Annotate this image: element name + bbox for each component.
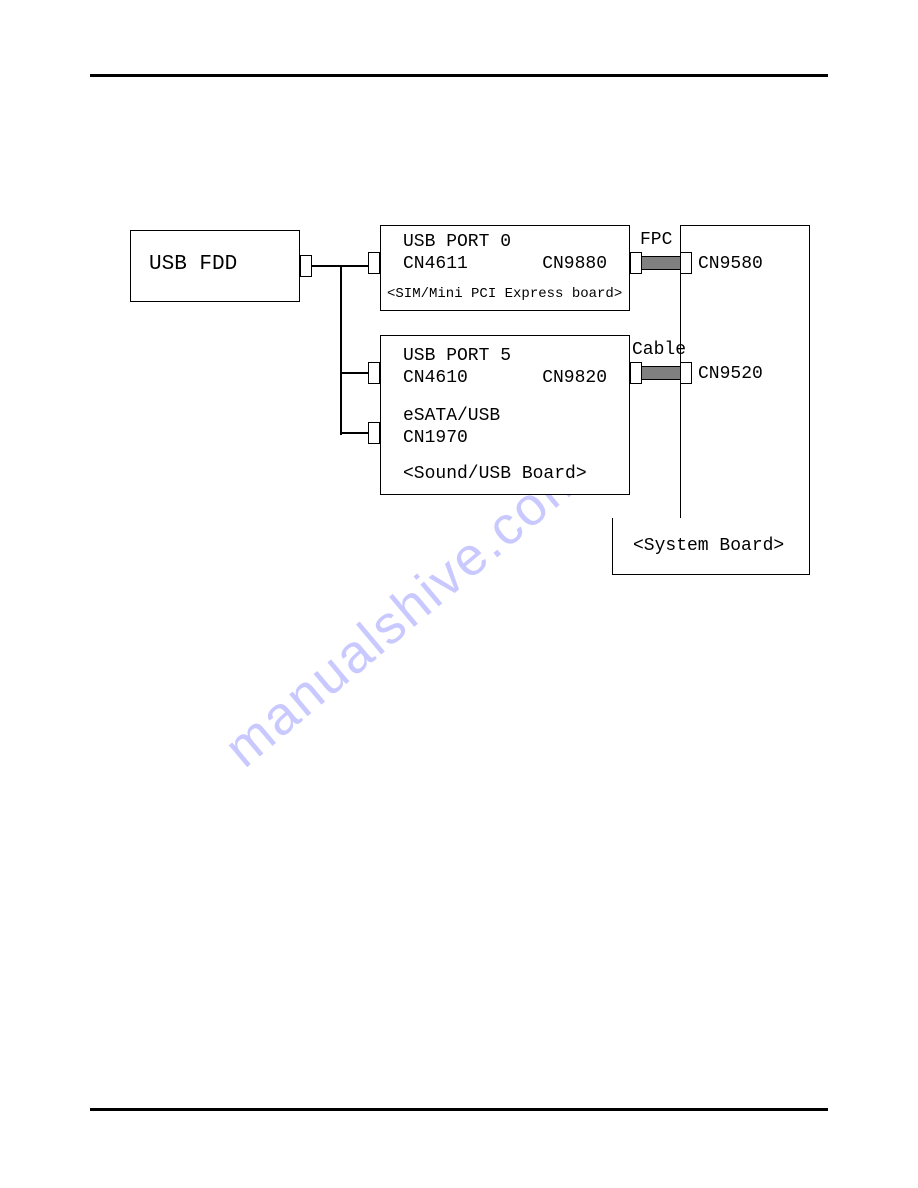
sim-right-conn: CN9880	[542, 254, 607, 274]
cable-connector	[642, 366, 680, 380]
wire-to-sound-lower	[340, 432, 368, 434]
wire-to-sound-upper	[340, 372, 368, 374]
sound-board-block: USB PORT 5 CN4610 CN9820 eSATA/USB CN197…	[380, 335, 630, 495]
sound-line-bot-1: CN1970	[403, 428, 468, 448]
sim-left-port	[368, 252, 380, 274]
system-label-cn9520: CN9520	[698, 364, 763, 384]
wire-fdd-out	[312, 265, 342, 267]
sim-caption: <SIM/Mini PCI Express board>	[387, 286, 622, 302]
sim-right-port	[630, 252, 642, 274]
sound-left-port-lower	[368, 422, 380, 444]
usb-fdd-label: USB FDD	[149, 253, 237, 276]
sound-left-port-upper	[368, 362, 380, 384]
bottom-rule	[90, 1108, 828, 1111]
sim-line-0: USB PORT 0	[403, 232, 511, 252]
system-label-cn9580: CN9580	[698, 254, 763, 274]
sound-line-top-1: CN4610	[403, 368, 468, 388]
wire-to-sim	[340, 265, 368, 267]
fpc-connector	[642, 256, 680, 270]
cable-label: Cable	[632, 340, 686, 360]
sound-right-conn: CN9820	[542, 368, 607, 388]
sound-right-port	[630, 362, 642, 384]
system-caption: <System Board>	[633, 536, 784, 556]
top-rule	[90, 74, 828, 77]
system-port-cn9580	[680, 252, 692, 274]
sim-line-1: CN4611	[403, 254, 468, 274]
sound-line-bot-0: eSATA/USB	[403, 406, 500, 426]
usb-fdd-block: USB FDD	[130, 230, 300, 302]
fpc-label: FPC	[640, 230, 672, 250]
system-board-lower: <System Board>	[612, 518, 810, 575]
usb-fdd-port	[300, 255, 312, 277]
system-port-cn9520	[680, 362, 692, 384]
system-board-notch-cover	[682, 517, 809, 521]
sound-caption: <Sound/USB Board>	[403, 464, 587, 484]
sound-line-top-0: USB PORT 5	[403, 346, 511, 366]
sim-board-block: USB PORT 0 CN4611 CN9880 <SIM/Mini PCI E…	[380, 225, 630, 311]
wire-bus-vert	[340, 265, 342, 435]
